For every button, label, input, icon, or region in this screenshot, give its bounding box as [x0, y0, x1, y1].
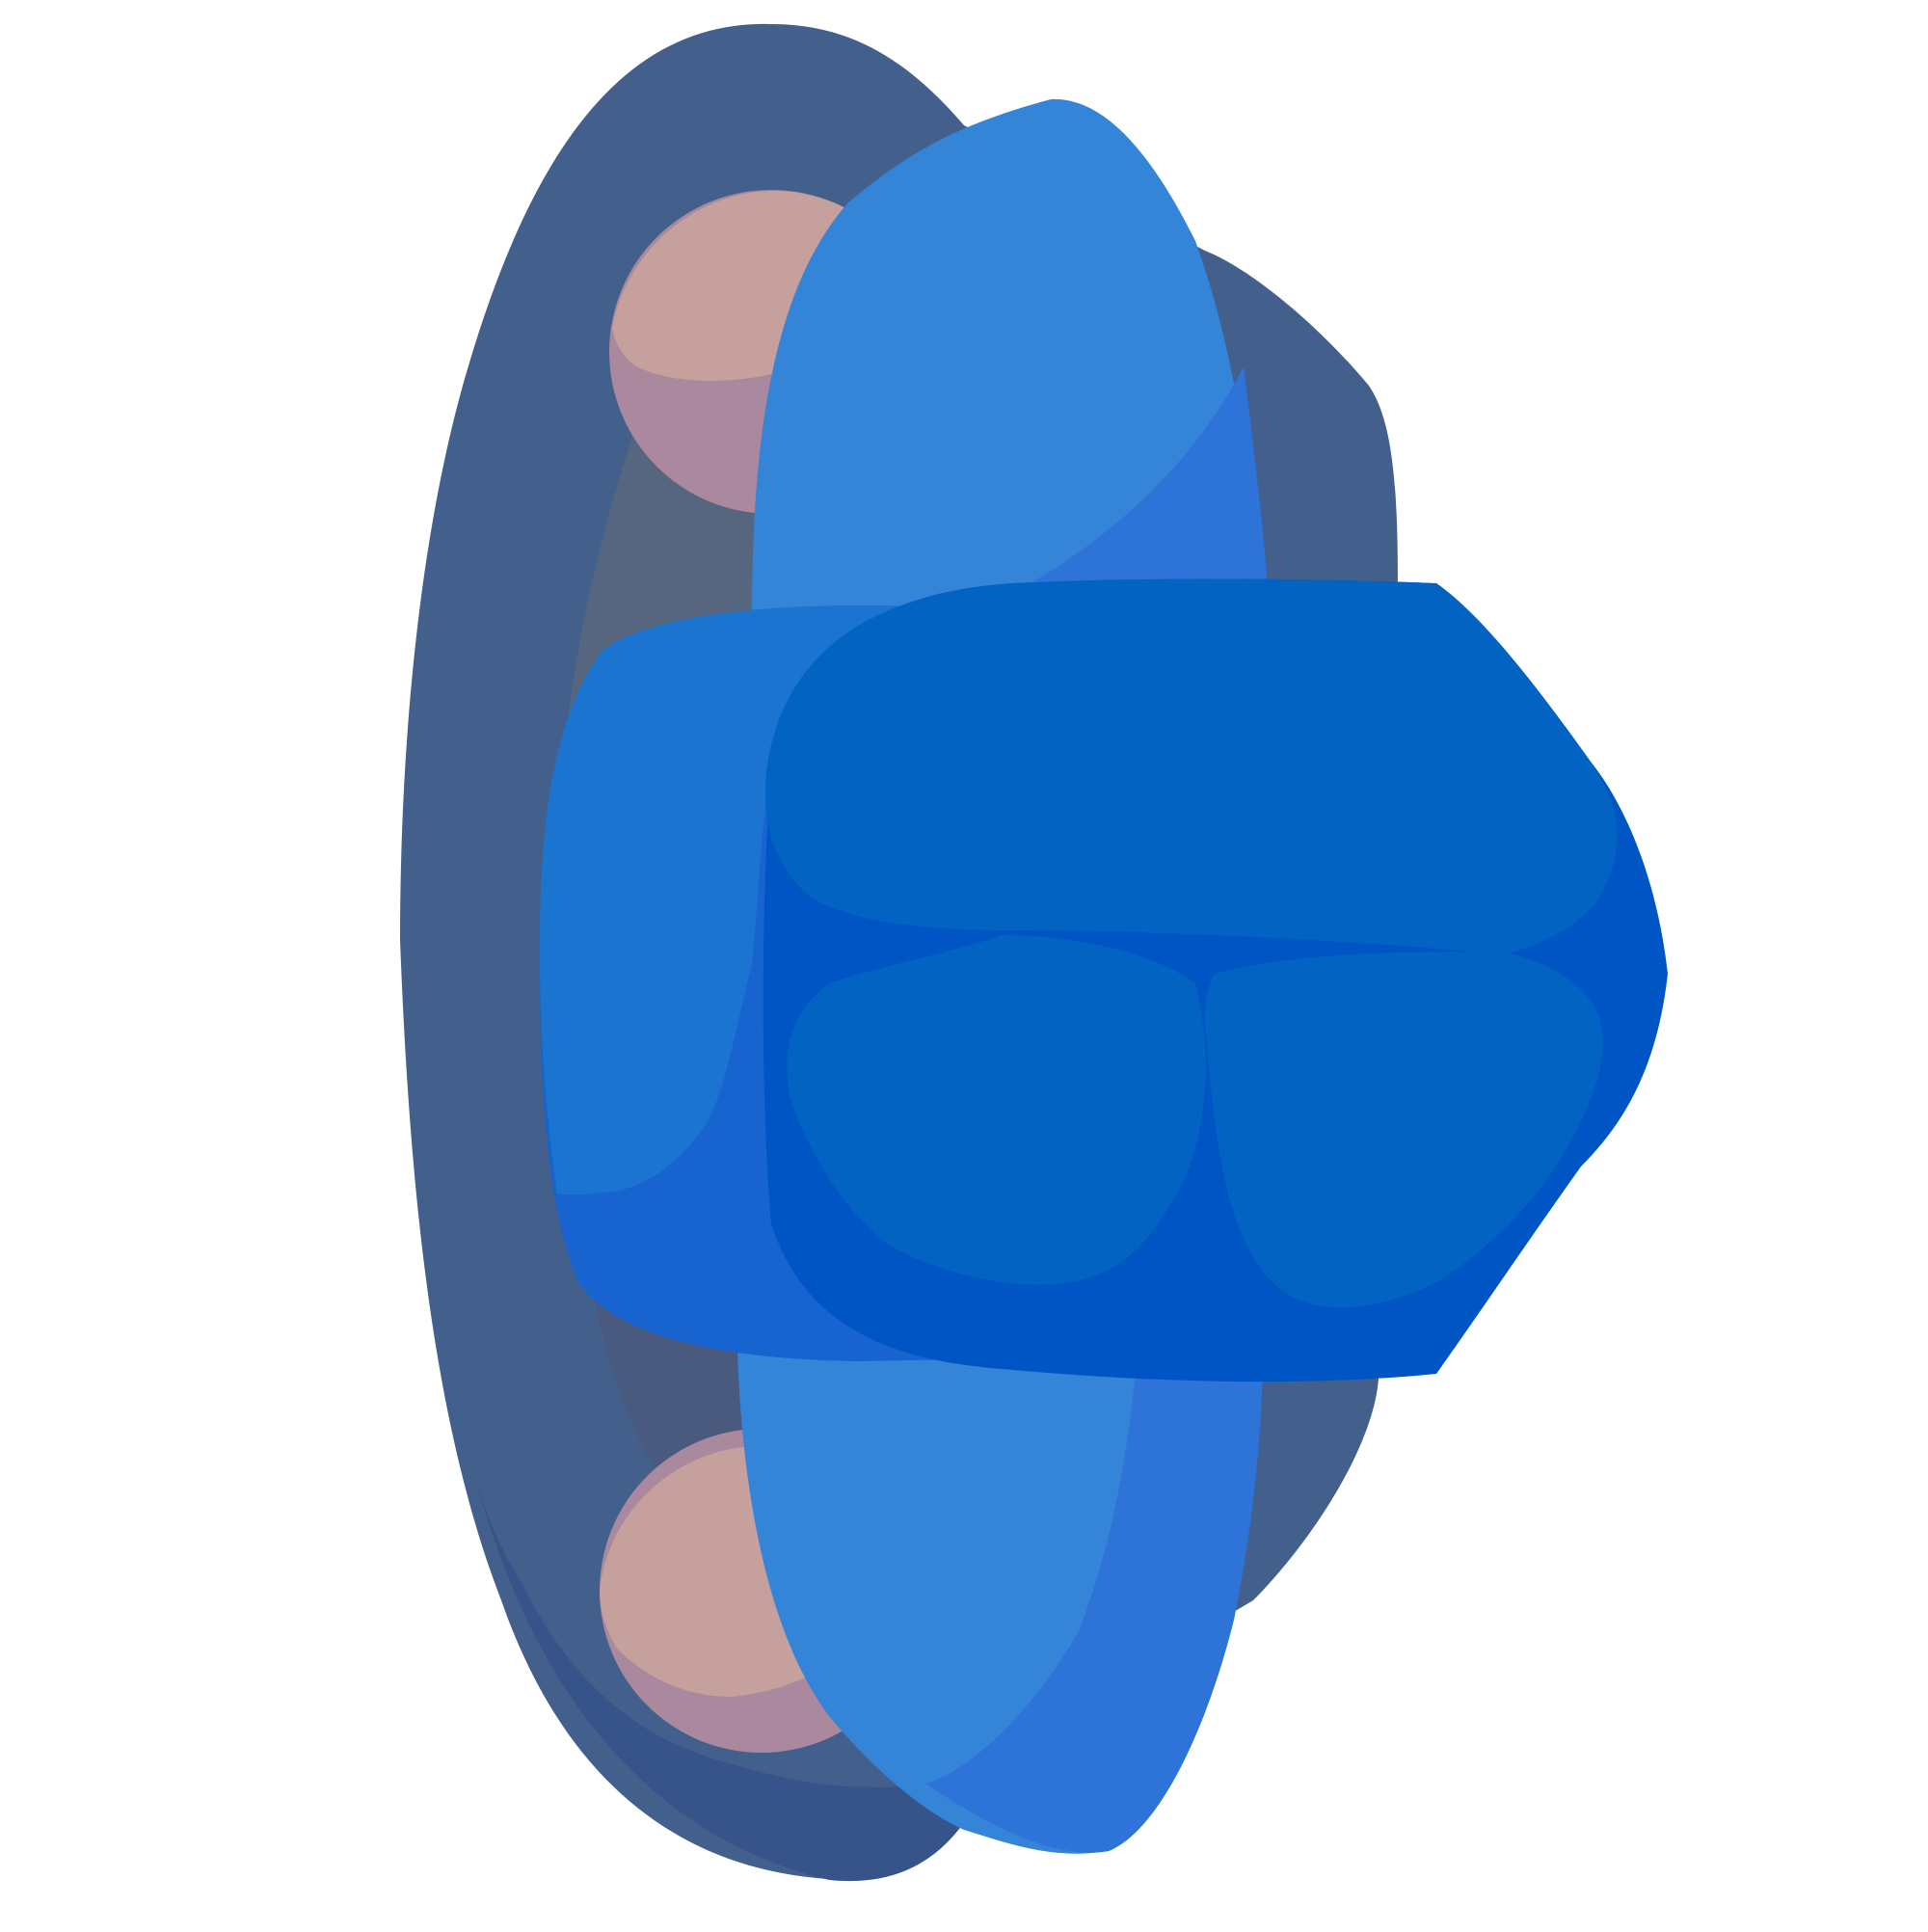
vertical-wing [737, 98, 1268, 1854]
wing-top [752, 98, 1263, 617]
outer-shell-bottom-shadow [472, 1465, 993, 1882]
head-bottom-right-lobe [1205, 952, 1603, 1308]
wing-top-shadow [1022, 366, 1268, 588]
band-highlight [540, 605, 954, 1195]
wing-bottom-shadow [925, 1350, 1263, 1853]
front-head [763, 578, 1668, 1382]
head-bottom-left-lobe [787, 935, 1206, 1285]
head-top-lobe [765, 578, 1618, 954]
